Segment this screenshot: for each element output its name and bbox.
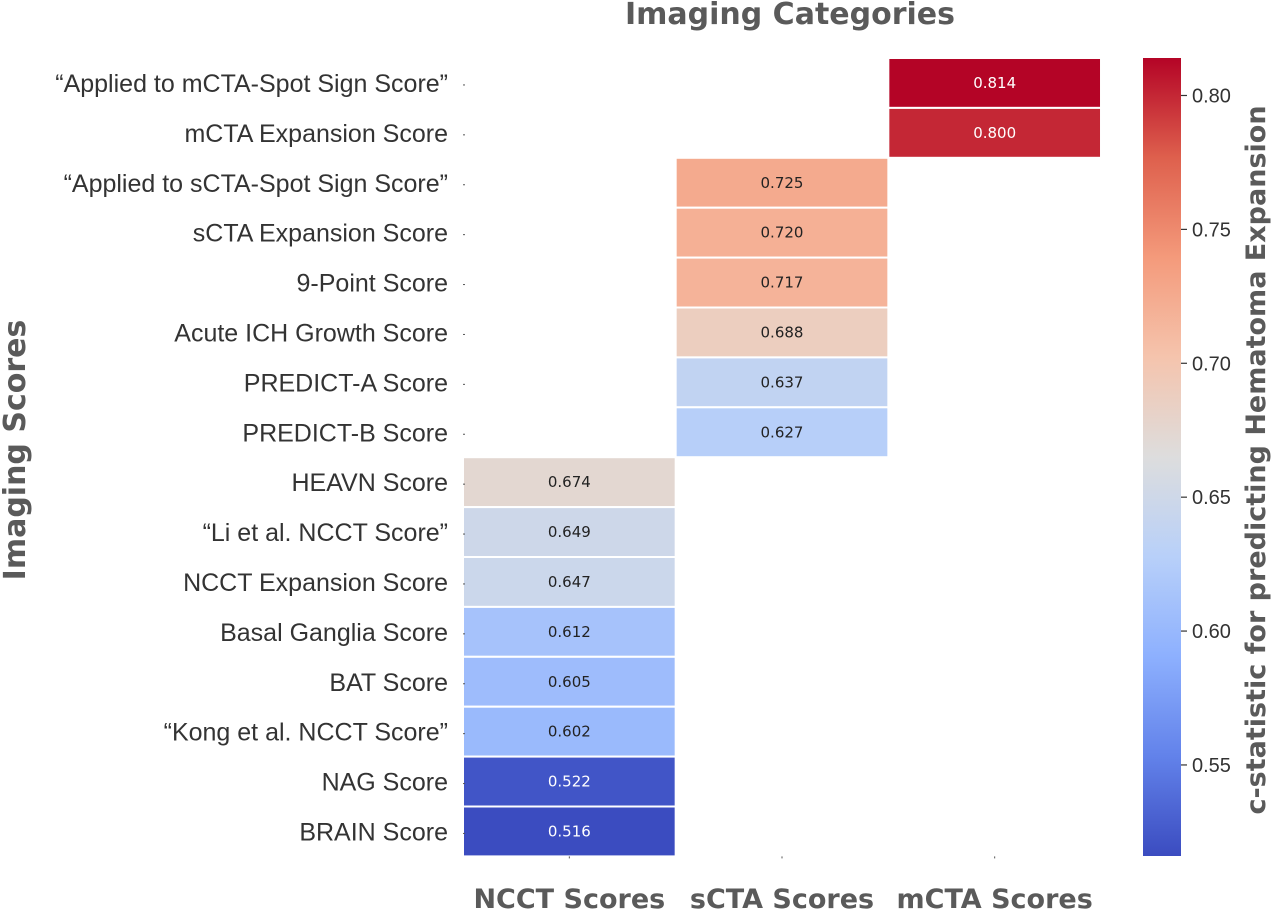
heatmap-grid: 0.814 0.800 0.725 0.720 0.717 0.688 0.637 0.627… xyxy=(462,57,1103,858)
column-label: sCTA Scores xyxy=(690,884,874,910)
row-label: PREDICT-A Score xyxy=(244,369,448,397)
heatmap-cell xyxy=(674,306,890,359)
heatmap-cell xyxy=(674,206,890,259)
row-labels: “Applied to mCTA-Spot Sign Score” mCTA Ex… xyxy=(55,70,465,846)
cell-value-label: 0.720 xyxy=(761,224,804,242)
row-label: NAG Score xyxy=(322,769,448,797)
colorbar: 0.55 0.60 0.65 0.70 0.75 0.80 xyxy=(1143,58,1231,856)
colorbar-tick-label: 0.70 xyxy=(1192,353,1231,375)
row-label: HEAVN Score xyxy=(291,469,448,497)
cell-value-label: 0.717 xyxy=(761,274,804,292)
colorbar-tick-label: 0.80 xyxy=(1192,85,1231,107)
y-axis-title: Imaging Scores xyxy=(0,320,33,581)
cell-value-label: 0.602 xyxy=(548,723,591,741)
column-labels: NCCT Scores sCTA Scores mCTA Scores xyxy=(473,856,1093,910)
row-label: “Kong et al. NCCT Score” xyxy=(164,719,448,747)
heatmap-cell xyxy=(462,805,677,858)
row-label: PREDICT-B Score xyxy=(242,419,448,447)
cell-value-label: 0.522 xyxy=(548,773,591,791)
colorbar-title: c-statistic for predicting Hematoma Expa… xyxy=(1241,105,1272,814)
cell-value-label: 0.627 xyxy=(761,423,804,441)
cell-value-label: 0.516 xyxy=(548,822,591,840)
cell-value-label: 0.674 xyxy=(548,473,591,491)
cell-value-label: 0.605 xyxy=(548,673,591,691)
cell-value-label: 0.637 xyxy=(761,373,804,391)
cell-value-label: 0.800 xyxy=(973,124,1016,142)
row-label: “Li et al. NCCT Score” xyxy=(203,519,448,547)
colorbar-tick-label: 0.65 xyxy=(1192,487,1231,509)
colorbar-gradient xyxy=(1143,58,1181,856)
heatmap-cell xyxy=(462,506,677,559)
colorbar-tick-label: 0.55 xyxy=(1192,755,1231,777)
row-label: 9-Point Score xyxy=(297,270,448,298)
row-label: “Applied to mCTA-Spot Sign Score” xyxy=(55,70,448,98)
row-label: “Applied to sCTA-Spot Sign Score” xyxy=(64,170,448,198)
cell-value-label: 0.647 xyxy=(548,573,591,591)
cell-value-label: 0.688 xyxy=(761,323,804,341)
heatmap-cell xyxy=(887,106,1103,159)
row-label: sCTA Expansion Score xyxy=(193,220,448,248)
cell-value-label: 0.649 xyxy=(548,523,591,541)
heatmap-cell xyxy=(887,57,1103,109)
column-label: mCTA Scores xyxy=(897,884,1093,910)
row-label: BRAIN Score xyxy=(299,818,448,846)
row-label: NCCT Expansion Score xyxy=(183,569,448,597)
column-label: NCCT Scores xyxy=(473,884,665,910)
row-label: Acute ICH Growth Score xyxy=(174,319,448,347)
row-label: mCTA Expansion Score xyxy=(184,120,448,148)
colorbar-tick-label: 0.75 xyxy=(1192,219,1231,241)
row-label: BAT Score xyxy=(329,669,448,697)
heatmap-cell xyxy=(462,705,677,758)
heatmap-cell xyxy=(462,605,677,658)
heatmap-cell xyxy=(462,556,677,608)
row-label: Basal Ganglia Score xyxy=(220,619,448,647)
chart-title: Imaging Categories xyxy=(625,0,955,32)
heatmap-cell xyxy=(674,406,890,459)
cell-value-label: 0.612 xyxy=(548,623,591,641)
cell-value-label: 0.814 xyxy=(973,74,1016,92)
cell-value-label: 0.725 xyxy=(761,174,804,192)
colorbar-tick-label: 0.60 xyxy=(1192,621,1231,643)
